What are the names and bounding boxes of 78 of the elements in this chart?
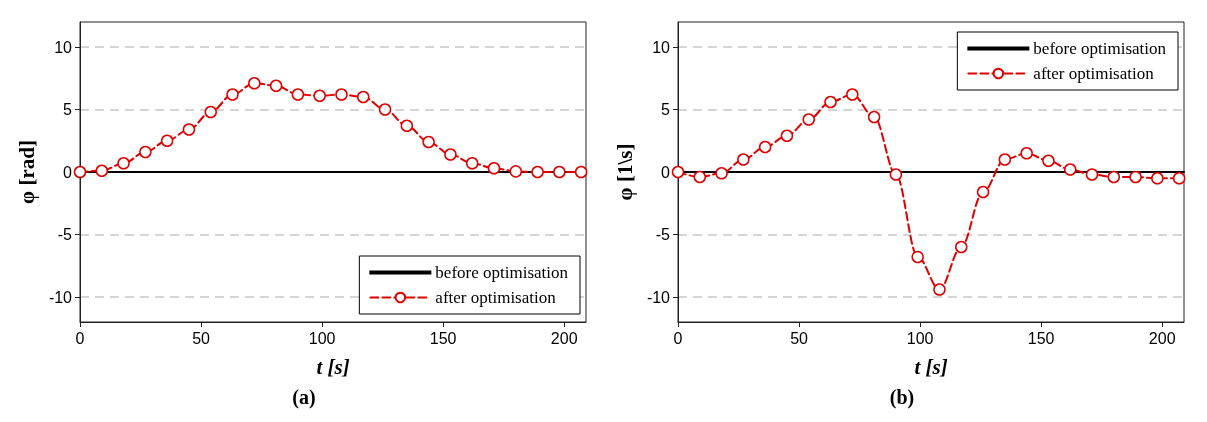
x-tick-label: 0 [75, 329, 85, 347]
x-tick-label: 150 [1027, 329, 1055, 347]
point [487, 162, 501, 175]
legend-label: after optimisation [1033, 64, 1155, 83]
point [95, 164, 109, 177]
point [1042, 154, 1055, 167]
x-tick-label: 150 [429, 329, 457, 347]
point [400, 119, 414, 132]
point [758, 140, 772, 154]
point [889, 168, 903, 181]
x-tick-label: 100 [906, 329, 934, 347]
point [955, 240, 968, 254]
text: (b) [889, 386, 915, 409]
point [737, 153, 750, 166]
x-tick-label: 100 [308, 329, 336, 347]
x-tick-label: 50 [192, 329, 211, 347]
point [269, 79, 283, 92]
point [802, 113, 815, 126]
point [1085, 168, 1099, 181]
point [867, 110, 881, 124]
legend-label: after optimisation [435, 288, 557, 307]
point [357, 90, 370, 104]
point [780, 129, 794, 142]
point [715, 167, 728, 180]
x-tick-label: 200 [1148, 329, 1176, 347]
point [574, 165, 588, 179]
x-axis-title: t [s] [316, 354, 350, 379]
point [531, 165, 544, 179]
y-tick-label: -10 [646, 288, 671, 306]
y-axis-title: φ [rad] [15, 140, 40, 204]
point [693, 170, 707, 184]
point [846, 88, 859, 101]
y-axis-title: φ [1\s] [613, 143, 638, 201]
point [117, 157, 130, 170]
text: (a) [292, 386, 316, 409]
point [335, 88, 348, 101]
point [509, 165, 523, 178]
y-tick-label: 5 [661, 101, 671, 118]
point [1151, 172, 1164, 185]
x-tick-label: 200 [550, 329, 578, 347]
legend-label: before optimisation [435, 263, 569, 282]
x-tick-label: 50 [790, 329, 809, 347]
point [824, 95, 837, 109]
point [182, 123, 196, 136]
point [1107, 170, 1121, 184]
point [1063, 163, 1077, 176]
x-axis-title: t [s] [914, 354, 948, 379]
point [1020, 147, 1033, 160]
y-tick-label: 5 [63, 101, 73, 118]
point [444, 148, 457, 161]
point [911, 250, 924, 264]
point [465, 157, 479, 170]
y-tick-label: -5 [57, 226, 73, 243]
point [976, 185, 990, 199]
point [73, 165, 87, 179]
y-tick-label: 10 [652, 38, 671, 56]
point [1129, 170, 1142, 184]
point [313, 89, 326, 102]
y-tick-label: 0 [63, 163, 73, 181]
point [226, 88, 239, 101]
y-tick-label: 0 [661, 163, 671, 181]
point [248, 77, 261, 90]
point [1172, 172, 1186, 185]
point [933, 283, 946, 296]
point [553, 165, 566, 179]
point [204, 105, 217, 119]
x-tick-label: 0 [673, 329, 683, 347]
y-tick-label: -5 [655, 226, 671, 243]
y-tick-label: 10 [54, 38, 73, 56]
y-tick-label: -10 [48, 288, 73, 306]
point [671, 165, 685, 179]
point [160, 134, 174, 147]
point [998, 153, 1012, 166]
legend-label: before optimisation [1033, 39, 1167, 58]
point [422, 135, 435, 149]
point [139, 145, 152, 159]
point [378, 103, 392, 116]
point [291, 88, 305, 101]
